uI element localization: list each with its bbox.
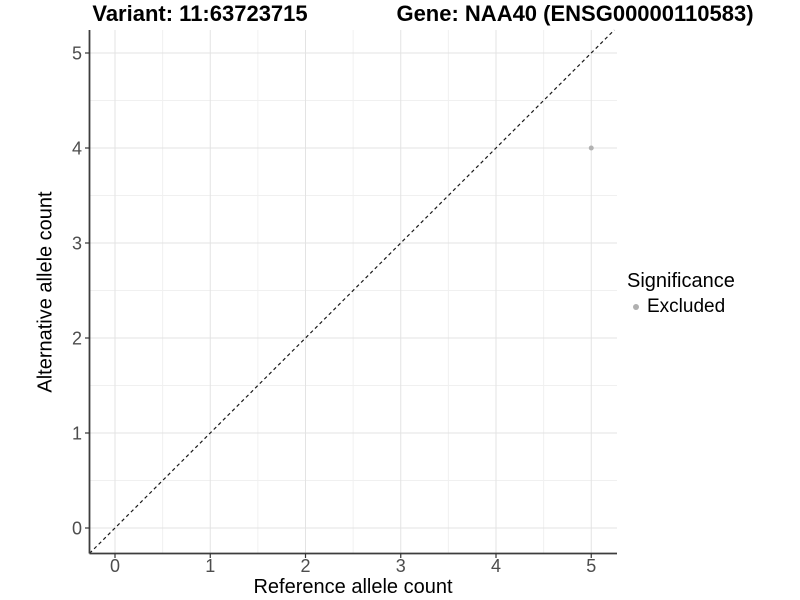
y-tick-label: 2 <box>72 329 82 349</box>
identity-line <box>89 29 615 554</box>
plot-title-variant: Variant: 11:63723715 <box>92 1 308 26</box>
legend-key <box>627 304 644 310</box>
y-tick-label: 0 <box>72 519 82 539</box>
plot-title-gene: Gene: NAA40 (ENSG00000110583) <box>396 1 754 26</box>
legend-item-label: Excluded <box>647 296 726 317</box>
circle-icon <box>632 304 639 310</box>
x-tick-label: 2 <box>300 556 310 576</box>
x-tick-label: 1 <box>205 556 215 576</box>
legend-title: Significance <box>627 270 735 292</box>
x-axis-title: Reference allele count <box>253 576 453 598</box>
y-tick-label: 1 <box>72 424 82 444</box>
x-tick-label: 4 <box>491 556 501 576</box>
x-tick-label: 3 <box>396 556 406 576</box>
y-tick-label: 5 <box>72 44 82 64</box>
x-tick-label: 0 <box>110 556 120 576</box>
y-axis-title: Alternative allele count <box>34 191 57 393</box>
y-tick-label: 4 <box>72 139 82 159</box>
legend-item-excluded: Excluded <box>627 296 735 318</box>
data-point <box>588 145 594 151</box>
y-tick-label: 3 <box>72 234 82 254</box>
x-tick-label: 5 <box>586 556 596 576</box>
legend: Significance Excluded <box>627 270 735 318</box>
